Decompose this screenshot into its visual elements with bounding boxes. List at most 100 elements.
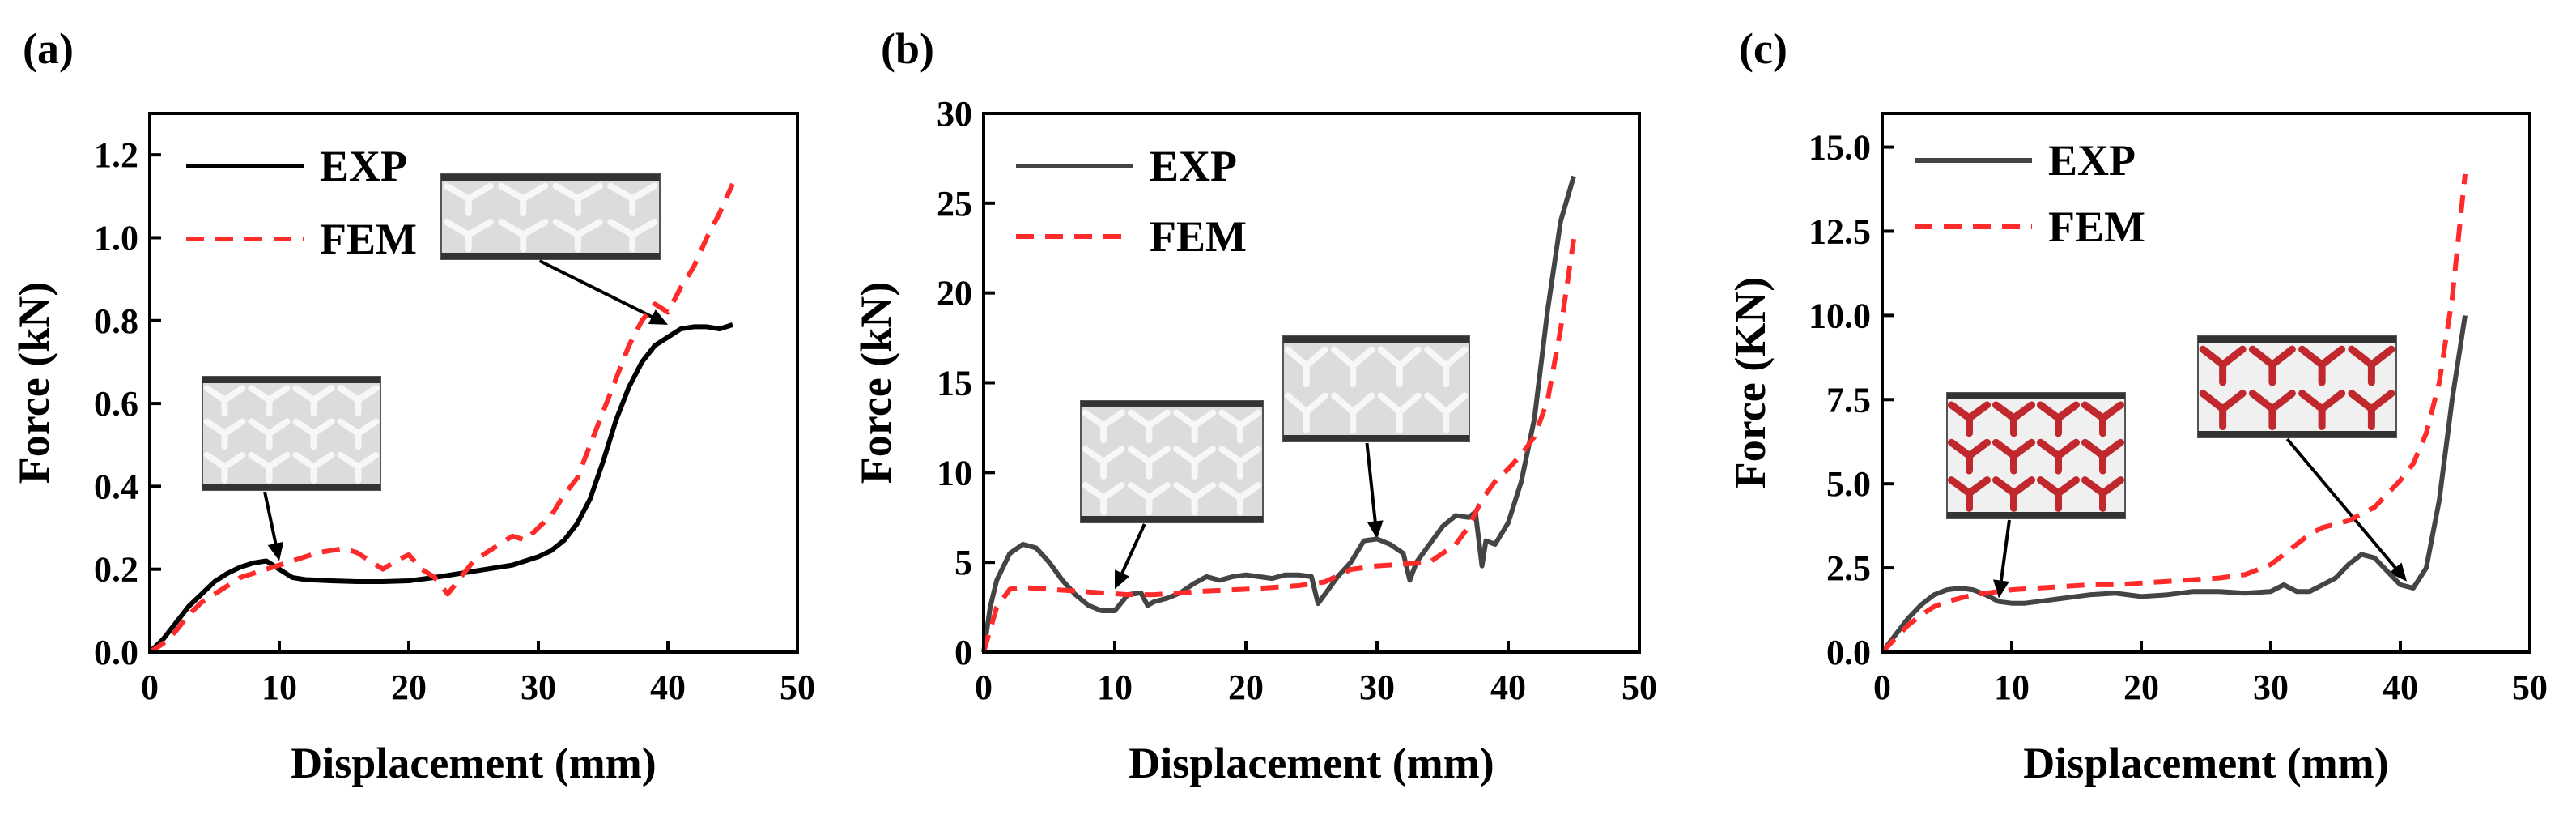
- x-axis-label: Displacement (mm): [291, 739, 656, 787]
- inset-bottom-plate: [441, 253, 660, 259]
- x-tick-label: 20: [1228, 667, 1264, 707]
- inset-specimen-image: [1946, 392, 2126, 519]
- inset-top-plate: [2198, 336, 2396, 343]
- inset-bottom-plate: [1947, 512, 2125, 518]
- inset-lattice-struts: [1082, 409, 1262, 516]
- x-axis-label: Displacement (mm): [1129, 739, 1494, 787]
- y-tick-label: 5.0: [1826, 464, 1871, 504]
- chart-panel-b: (b) 0 10 20 30 40 50 0 5 10 15 20 25 30 Displacement (…: [858, 24, 1657, 787]
- annotation-arrow: [2285, 437, 2405, 579]
- x-tick-label: 30: [521, 667, 556, 707]
- annotation-arrowhead: [1367, 520, 1384, 539]
- x-tick-label: 30: [2253, 667, 2289, 707]
- inset-background: [440, 173, 661, 260]
- inset-background: [2197, 335, 2397, 438]
- chart-panel-a: (a) 0 10 20 30 40 50 0.0 0.2 0.4 0.6 0.8 1.0 1.2 Displ…: [10, 24, 815, 787]
- inset-bottom-plate: [2198, 431, 2396, 437]
- annotation-arrow: [538, 259, 665, 325]
- x-tick-label: 50: [780, 667, 815, 707]
- legend-label-exp: EXP: [2048, 136, 2136, 185]
- annotation-arrowhead: [648, 309, 668, 325]
- inset-top-plate: [202, 377, 380, 383]
- x-tick-label: 40: [650, 667, 686, 707]
- inset-lattice-struts: [2199, 345, 2395, 431]
- x-tick-label: 40: [2383, 667, 2418, 707]
- inset-top-plate: [441, 174, 660, 181]
- y-tick-label: 1.0: [94, 218, 138, 258]
- inset-specimen-image: [1282, 335, 1470, 442]
- inset-top-plate: [1947, 393, 2125, 399]
- panel-label: (b): [881, 24, 934, 73]
- y-axis-label: Force (kN): [10, 282, 58, 484]
- annotation-arrowhead: [267, 541, 284, 561]
- x-tick-label: 50: [1622, 667, 1657, 707]
- inset-lattice-struts: [1284, 346, 1469, 434]
- y-tick-label: 7.5: [1826, 380, 1871, 420]
- annotation-arrowhead: [2389, 562, 2407, 582]
- chart-panel-c: (c) 0 10 20 30 40 50 0.0 2.5 5.0 7.5 10.0 12.5 15.0 Di…: [1726, 24, 2548, 787]
- panel-label: (c): [1739, 24, 1787, 73]
- x-tick-label: 20: [391, 667, 427, 707]
- x-axis-label: Displacement (mm): [2023, 739, 2388, 787]
- annotation-arrow: [1365, 442, 1379, 535]
- x-tick-label: 0: [141, 667, 159, 707]
- x-tick-label: 0: [1873, 667, 1891, 707]
- y-tick-label: 25: [937, 184, 972, 224]
- y-axis-label: Force (KN): [1726, 277, 1775, 488]
- y-tick-label: 12.5: [1809, 211, 1871, 251]
- y-tick-label: 0.0: [1826, 633, 1871, 672]
- x-tick-label: 0: [975, 667, 993, 707]
- series-line-fem: [1880, 173, 2468, 655]
- y-tick-label: 1.2: [94, 135, 138, 175]
- y-axis-label: Force (kN): [858, 282, 900, 484]
- inset-bottom-plate: [1283, 435, 1469, 441]
- x-tick-label: 20: [2123, 667, 2159, 707]
- inset-specimen-image: [2197, 335, 2397, 438]
- legend-label-exp: EXP: [1150, 142, 1237, 190]
- y-tick-label: 10.0: [1809, 296, 1871, 335]
- series-line-exp: [147, 322, 733, 655]
- legend-label-fem: FEM: [1150, 212, 1247, 261]
- series-line-exp: [981, 175, 1576, 653]
- x-tick-label: 10: [261, 667, 297, 707]
- panel-label: (a): [23, 24, 74, 73]
- inset-specimen-image: [202, 376, 381, 491]
- annotation-arrowhead: [1115, 569, 1130, 590]
- y-tick-label: 0.2: [94, 550, 138, 590]
- legend-label-exp: EXP: [320, 142, 407, 190]
- plot-frame: [148, 112, 799, 654]
- series-line-exp: [1880, 314, 2468, 654]
- inset-background: [1282, 335, 1470, 442]
- y-tick-label: 30: [937, 94, 972, 134]
- series-line-fem: [981, 238, 1576, 653]
- legend-label-fem: FEM: [320, 215, 417, 263]
- inset-top-plate: [1283, 336, 1469, 343]
- y-tick-label: 0.6: [94, 384, 138, 424]
- inset-specimen-image: [1080, 400, 1264, 523]
- y-tick-label: 15: [937, 364, 972, 403]
- inset-bottom-plate: [1081, 516, 1263, 522]
- y-tick-label: 0.4: [94, 467, 138, 506]
- x-tick-label: 10: [1994, 667, 2030, 707]
- annotation-arrowhead: [1993, 579, 2009, 599]
- y-tick-label: 10: [937, 453, 972, 493]
- y-tick-label: 15.0: [1809, 128, 1871, 168]
- y-tick-label: 20: [937, 274, 972, 313]
- y-tick-label: 0.8: [94, 301, 138, 341]
- x-tick-label: 50: [2512, 667, 2548, 707]
- y-tick-label: 2.5: [1826, 548, 1871, 588]
- plot-frame: [1881, 112, 2531, 654]
- y-tick-label: 0: [954, 633, 972, 672]
- inset-lattice-struts: [203, 385, 380, 484]
- inset-specimen-image: [440, 173, 661, 260]
- x-tick-label: 10: [1097, 667, 1133, 707]
- inset-lattice-struts: [1948, 401, 2124, 512]
- y-tick-label: 5: [954, 543, 972, 582]
- inset-lattice-struts: [443, 182, 658, 253]
- inset-top-plate: [1081, 401, 1263, 407]
- inset-bottom-plate: [202, 484, 380, 490]
- y-tick-label: 0.0: [94, 633, 138, 672]
- x-tick-label: 40: [1490, 667, 1526, 707]
- x-tick-label: 30: [1359, 667, 1395, 707]
- legend-label-fem: FEM: [2048, 203, 2145, 251]
